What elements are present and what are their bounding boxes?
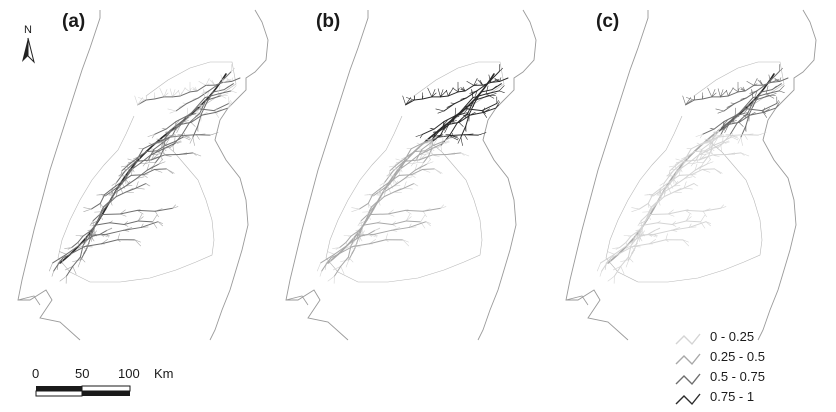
legend-symbol-1 xyxy=(676,334,700,344)
legend-label-2: 0.25 - 0.5 xyxy=(710,349,765,364)
scale-unit: Km xyxy=(154,366,174,381)
panel-label-b: (b) xyxy=(316,12,340,31)
north-arrow-icon xyxy=(22,38,34,62)
legend-symbol-4 xyxy=(676,394,700,404)
legend-label-1: 0 - 0.25 xyxy=(710,329,754,344)
legend-label-4: 0.75 - 1 xyxy=(710,389,754,404)
scale-tick-100: 100 xyxy=(118,366,140,381)
north-label: N xyxy=(24,24,32,36)
legend-label-3: 0.5 - 0.75 xyxy=(710,369,765,384)
map-panel-b xyxy=(286,10,536,340)
scale-segment-1 xyxy=(36,386,82,391)
legend-symbol-3 xyxy=(676,374,700,384)
scale-bar xyxy=(36,386,130,396)
scale-segment-4 xyxy=(82,391,130,396)
map-panel-a xyxy=(18,10,268,340)
scale-segment-3 xyxy=(36,391,82,396)
scale-tick-0: 0 xyxy=(32,366,39,381)
panel-label-a: (a) xyxy=(62,12,85,31)
map-panel-c xyxy=(566,10,816,340)
scale-tick-50: 50 xyxy=(75,366,89,381)
panel-label-c: (c) xyxy=(596,12,619,31)
legend-symbol-2 xyxy=(676,354,700,364)
legend-symbols xyxy=(676,334,700,404)
scale-segment-2 xyxy=(82,386,130,391)
